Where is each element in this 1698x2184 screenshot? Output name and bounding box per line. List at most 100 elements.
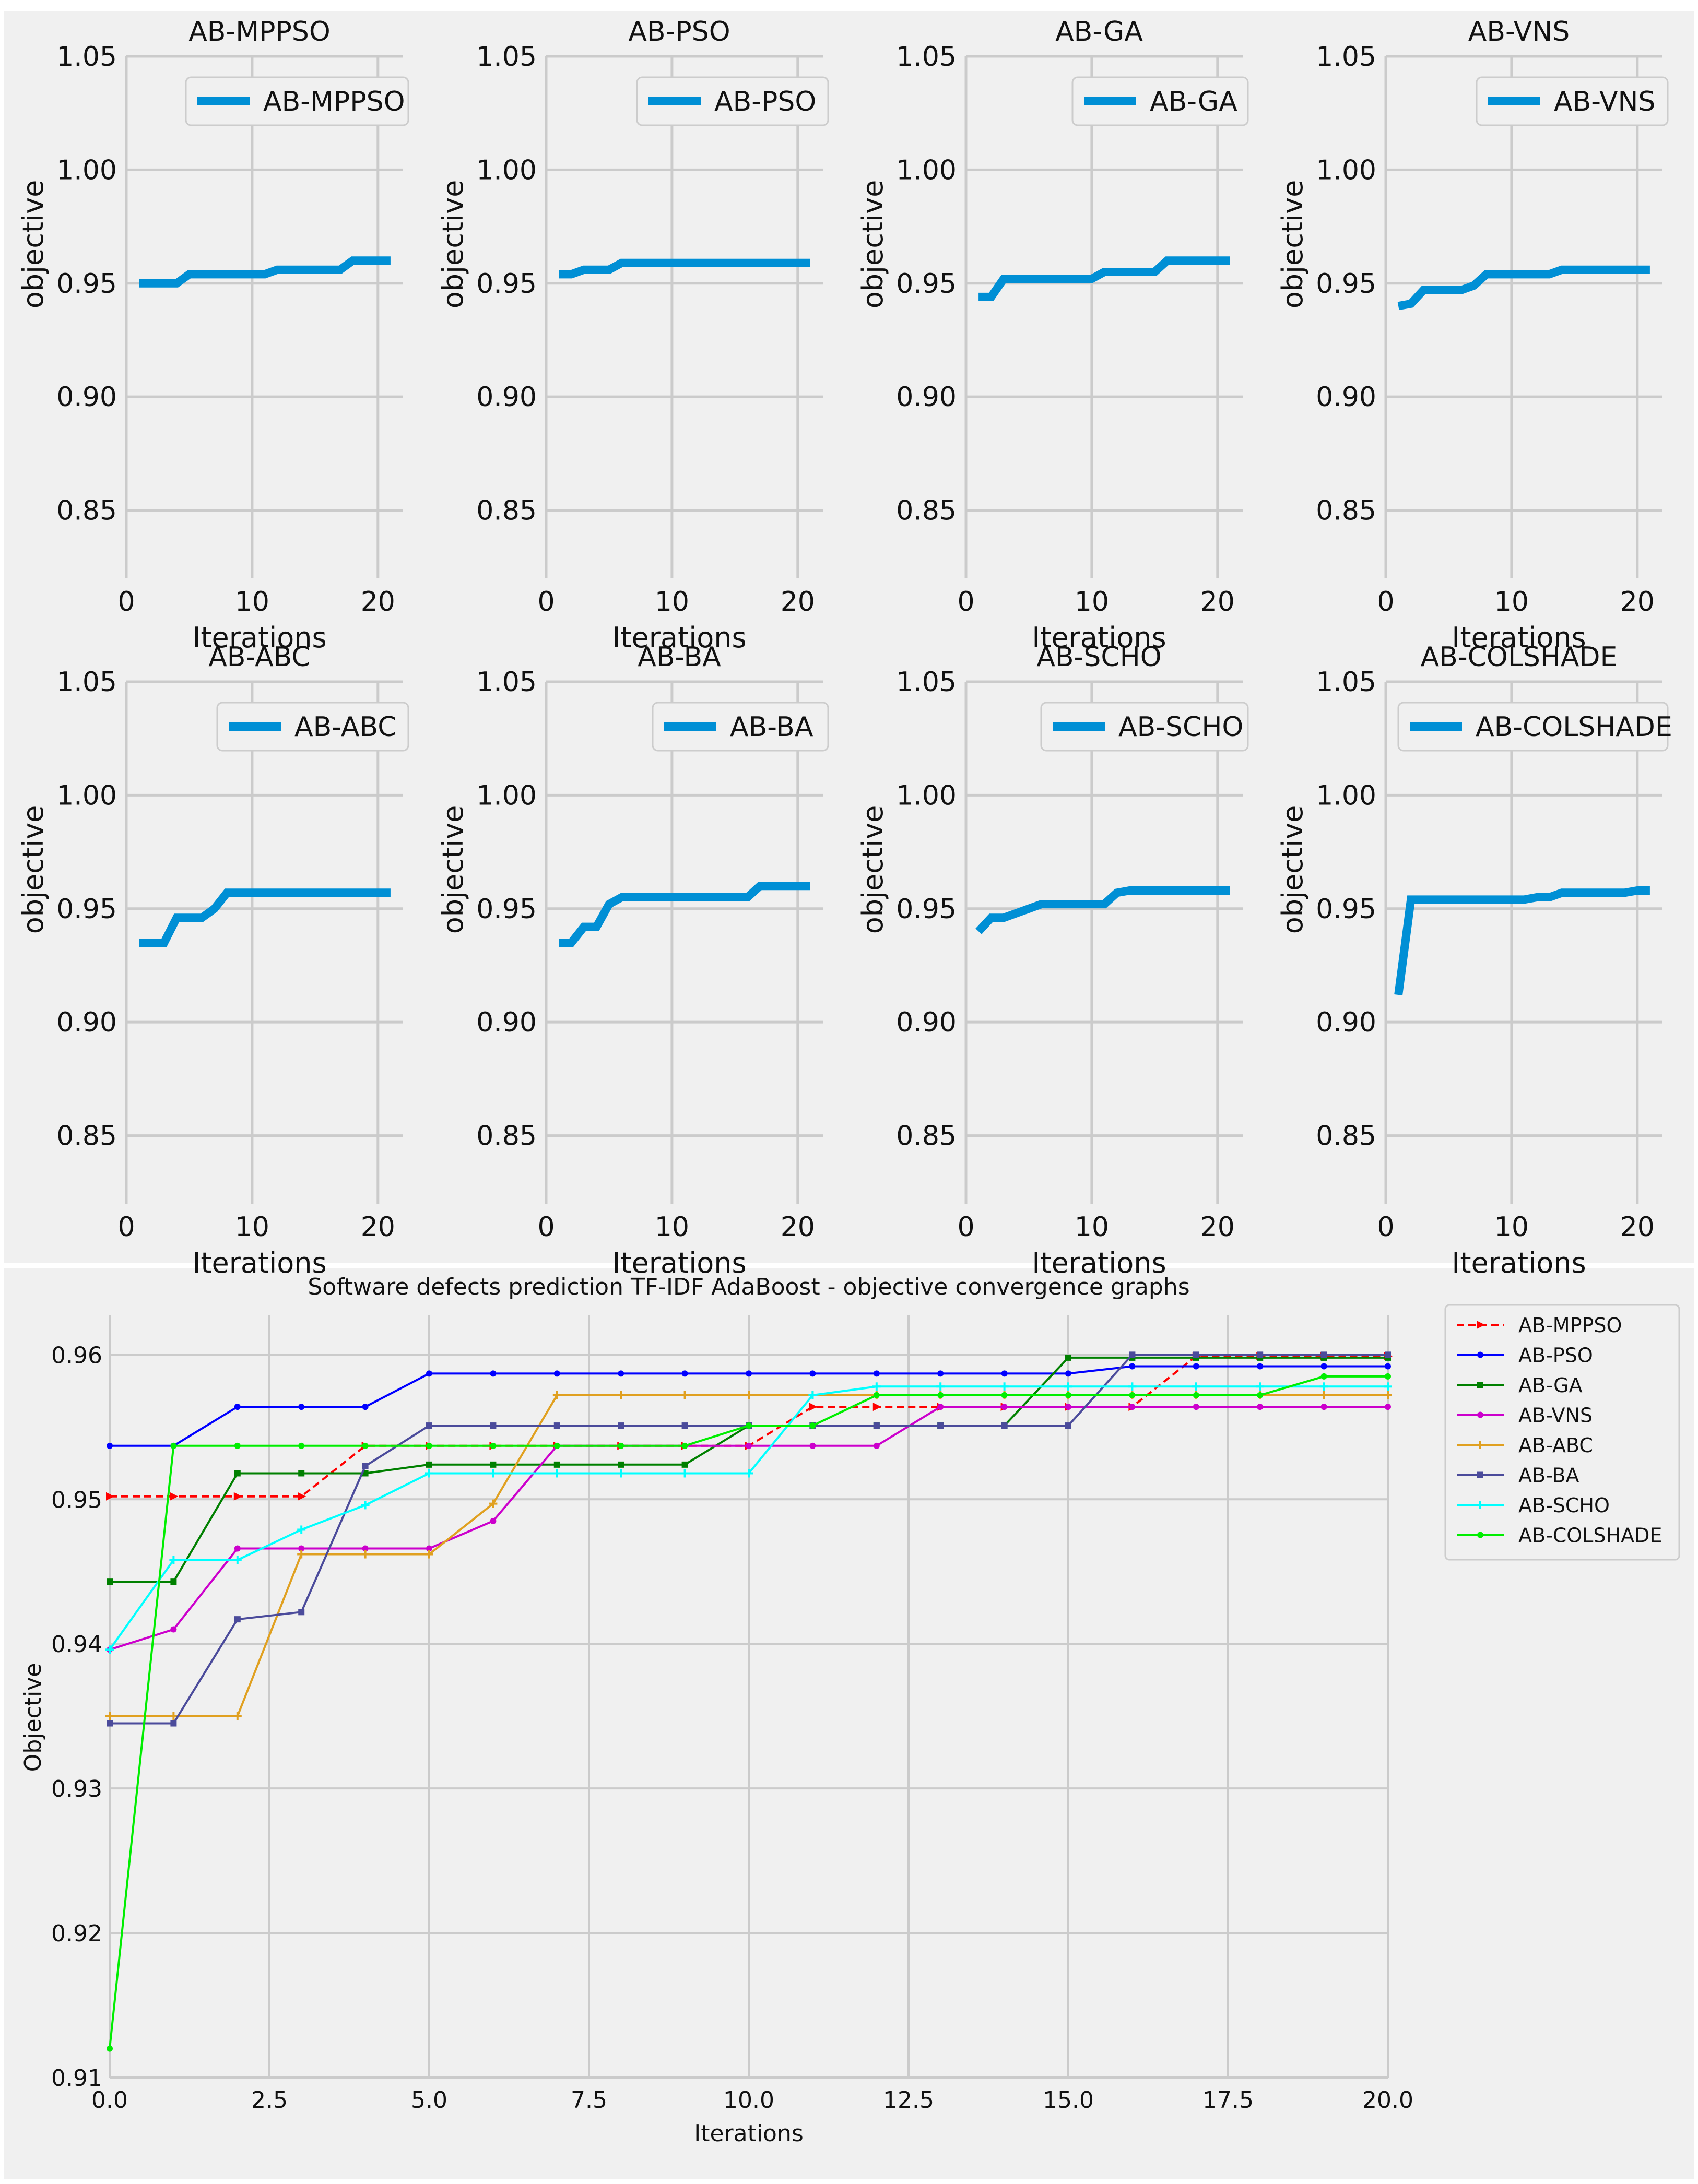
data-point-ab-ba — [873, 1422, 880, 1429]
data-point-ab-vns — [873, 1442, 880, 1449]
x-tick-label: 0 — [117, 586, 135, 618]
data-point-ab-scho — [808, 1391, 817, 1399]
legend-ab-scho: AB-SCHO — [1040, 702, 1249, 752]
x-tick-label: 15.0 — [1043, 2087, 1094, 2114]
data-point-ab-colshade — [1129, 1392, 1136, 1398]
x-axis-label: Iterations — [612, 621, 746, 654]
x-tick-label: 20 — [361, 1212, 395, 1243]
data-point-ab-pso — [746, 1370, 752, 1377]
data-point-ab-scho — [1256, 1382, 1265, 1391]
data-point-ab-ga — [490, 1461, 497, 1468]
y-tick-label: 0.90 — [1316, 382, 1376, 413]
subplot-title: AB-GA — [1055, 16, 1143, 48]
data-point-ab-ba — [490, 1422, 497, 1429]
data-point-ab-vns — [1385, 1404, 1391, 1410]
legend-marker-ab-mppso — [1477, 1321, 1485, 1329]
y-tick-label: 0.96 — [51, 1342, 102, 1369]
data-point-ab-abc — [105, 1712, 114, 1720]
y-tick-label: 0.95 — [1316, 268, 1376, 300]
data-point-ab-ga — [234, 1470, 241, 1477]
data-point-ab-vns — [298, 1545, 305, 1552]
data-point-ab-mppso — [233, 1492, 242, 1501]
series-line-ab-vns — [1397, 265, 1650, 311]
data-point-ab-pso — [1320, 1363, 1327, 1370]
data-point-ab-vns — [1001, 1404, 1008, 1410]
data-point-ab-colshade — [746, 1422, 752, 1429]
x-tick-label: 0.0 — [91, 2087, 128, 2114]
data-point-ab-colshade — [681, 1442, 688, 1449]
legend-box — [216, 702, 409, 752]
x-tick-label: 10 — [655, 586, 689, 618]
x-tick-label: 10 — [1494, 1212, 1529, 1243]
data-point-ab-ga — [681, 1461, 688, 1468]
data-point-ab-pso — [298, 1404, 305, 1410]
y-tick-label: 0.95 — [56, 894, 117, 925]
x-axis-label: Iterations — [192, 1247, 326, 1279]
data-point-ab-vns — [746, 1442, 752, 1449]
legend-label: AB-BA — [730, 711, 813, 743]
data-point-ab-colshade — [1001, 1392, 1008, 1398]
data-point-ab-abc — [617, 1391, 626, 1399]
data-point-ab-colshade — [107, 2045, 113, 2052]
data-point-ab-ba — [298, 1609, 305, 1616]
bottom-panel-background — [4, 1268, 1694, 2179]
legend-ab-colshade: AB-COLSHADE — [1397, 702, 1672, 752]
y-tick-label: 0.85 — [56, 1121, 117, 1152]
legend-label: AB-COLSHADE — [1476, 711, 1672, 743]
y-tick-label: 0.85 — [56, 495, 117, 527]
data-point-ab-pso — [1385, 1363, 1391, 1370]
data-point-ab-colshade — [426, 1442, 432, 1449]
data-point-ab-pso — [553, 1370, 560, 1377]
data-point-ab-ga — [426, 1461, 432, 1468]
x-tick-label: 2.5 — [251, 2087, 288, 2114]
data-point-ab-vns — [1193, 1404, 1199, 1410]
data-point-ab-colshade — [1320, 1373, 1327, 1380]
y-tick-label: 1.05 — [896, 41, 957, 73]
data-point-ab-pso — [937, 1370, 944, 1377]
data-point-ab-pso — [1065, 1370, 1071, 1377]
series-line-ab-scho — [975, 886, 1230, 934]
subplot-ab-colshade: 0.85 0.90 0.95 1.00 1.05 0 10 20 AB-COLSHADE Iter… — [1276, 642, 1672, 1279]
y-axis-label: objective — [17, 805, 50, 934]
data-point-ab-vns — [809, 1442, 816, 1449]
data-point-ab-ba — [1129, 1351, 1136, 1358]
subplot-title: AB-SCHO — [1036, 642, 1161, 673]
data-point-ab-scho — [1064, 1382, 1072, 1391]
data-point-ab-vns — [234, 1545, 241, 1552]
data-point-ab-scho — [169, 1556, 178, 1564]
data-point-ab-scho — [297, 1525, 306, 1534]
x-tick-label: 20 — [1200, 586, 1235, 618]
y-axis-label: Objective — [20, 1663, 46, 1772]
series-line-ab-abc — [139, 888, 391, 947]
data-point-ab-scho — [552, 1469, 561, 1478]
data-point-ab-ga — [298, 1470, 305, 1477]
y-tick-label: 0.95 — [896, 894, 957, 925]
subplot-title: AB-MPPSO — [188, 16, 331, 48]
legend-marker-ab-ga — [1477, 1382, 1483, 1388]
data-point-ab-pso — [1129, 1363, 1136, 1370]
legend-label-ab-mppso: AB-MPPSO — [1518, 1314, 1622, 1337]
legend-box — [1397, 702, 1669, 752]
x-tick-label: 5.0 — [411, 2087, 447, 2114]
data-point-ab-vns — [1320, 1404, 1327, 1410]
data-point-ab-colshade — [170, 1442, 177, 1449]
data-point-ab-pso — [362, 1404, 369, 1410]
data-point-ab-pso — [107, 1442, 113, 1449]
legend-marker-ab-colshade — [1477, 1532, 1483, 1538]
data-point-ab-pso — [809, 1370, 816, 1377]
data-point-ab-abc — [169, 1712, 178, 1720]
subplot-title: AB-PSO — [628, 16, 730, 48]
data-point-ab-abc — [1384, 1391, 1392, 1399]
y-tick-label: 0.85 — [476, 495, 537, 527]
data-point-ab-scho — [680, 1469, 689, 1478]
data-point-ab-abc — [680, 1391, 689, 1399]
y-tick-label: 0.90 — [476, 382, 537, 413]
legend-label-ab-pso: AB-PSO — [1518, 1344, 1593, 1367]
y-tick-label: 0.95 — [476, 894, 537, 925]
x-tick-label: 10 — [655, 1212, 689, 1243]
legend-label: AB-SCHO — [1118, 711, 1243, 743]
data-point-ab-abc — [425, 1550, 433, 1559]
data-point-ab-pso — [234, 1404, 241, 1410]
data-point-ab-mppso — [106, 1492, 114, 1501]
data-point-ab-pso — [490, 1370, 497, 1377]
